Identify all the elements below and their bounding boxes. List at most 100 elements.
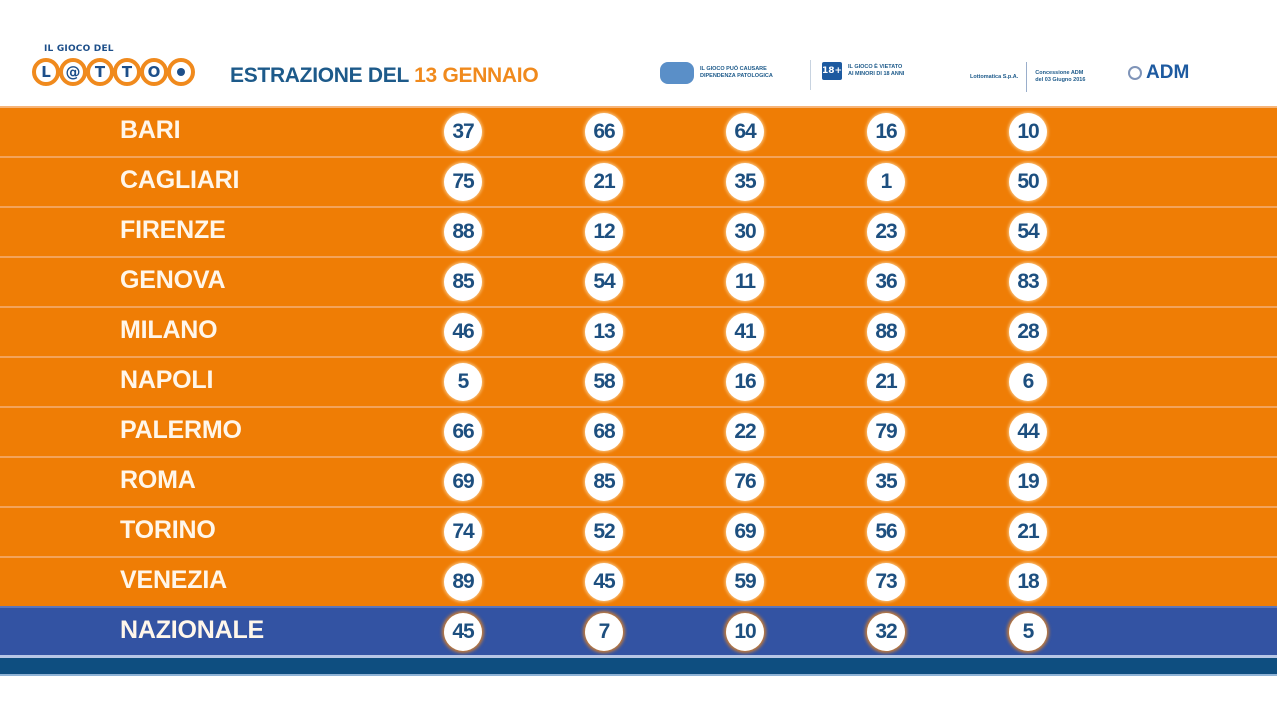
logo-ball-dot xyxy=(167,58,195,86)
number-ball: 89 xyxy=(444,563,482,601)
number-ball: 21 xyxy=(585,163,623,201)
table-row: CAGLIARI 75 21 35 1 50 xyxy=(0,156,1277,206)
table-row: PALERMO 66 68 22 79 44 xyxy=(0,406,1277,456)
city-name: GENOVA xyxy=(120,266,226,294)
number-ball: 18 xyxy=(1009,563,1047,601)
lotto-logo: L @ T T O xyxy=(32,58,195,86)
number-ball: 16 xyxy=(726,363,764,401)
number-ball: 79 xyxy=(867,413,905,451)
warning-line: AI MINORI DI 18 ANNI xyxy=(848,71,905,77)
table-row-nazionale: NAZIONALE 45 7 10 32 5 xyxy=(0,606,1277,656)
city-name: NAZIONALE xyxy=(120,616,265,644)
number-ball: 54 xyxy=(1009,213,1047,251)
concession-line: Concessione ADM xyxy=(1035,70,1084,76)
table-row: VENEZIA 89 45 59 73 18 xyxy=(0,556,1277,606)
number-ball: 85 xyxy=(444,263,482,301)
divider xyxy=(810,60,811,90)
number-ball: 16 xyxy=(867,113,905,151)
number-ball: 5 xyxy=(444,363,482,401)
concession-line: del 03 Giugno 2016 xyxy=(1035,77,1086,83)
number-ball: 85 xyxy=(585,463,623,501)
logo-ball: @ xyxy=(59,58,87,86)
table-row: GENOVA 85 54 11 36 83 xyxy=(0,256,1277,306)
number-ball: 66 xyxy=(585,113,623,151)
number-ball: 7 xyxy=(585,613,623,651)
page-title: ESTRAZIONE DEL 13 GENNAIO xyxy=(230,64,539,88)
number-ball: 64 xyxy=(726,113,764,151)
number-ball: 23 xyxy=(867,213,905,251)
table-row: BARI 37 66 64 16 10 xyxy=(0,106,1277,156)
number-ball: 68 xyxy=(585,413,623,451)
title-date: 13 GENNAIO xyxy=(414,64,539,87)
number-ball: 69 xyxy=(726,513,764,551)
city-name: FIRENZE xyxy=(120,216,226,244)
city-name: PALERMO xyxy=(120,416,242,444)
number-ball: 10 xyxy=(1009,113,1047,151)
table-row: FIRENZE 88 12 30 23 54 xyxy=(0,206,1277,256)
age-18-icon: 18+ xyxy=(822,62,842,80)
table-row: TORINO 74 52 69 56 21 xyxy=(0,506,1277,556)
warning-line: IL GIOCO PUÒ CAUSARE xyxy=(700,66,767,72)
city-name: MILANO xyxy=(120,316,218,344)
number-ball: 41 xyxy=(726,313,764,351)
table-row: MILANO 46 13 41 88 28 xyxy=(0,306,1277,356)
table-row: NAPOLI 5 58 16 21 6 xyxy=(0,356,1277,406)
number-ball: 58 xyxy=(585,363,623,401)
number-ball: 50 xyxy=(1009,163,1047,201)
number-ball: 45 xyxy=(444,613,482,651)
seal-icon xyxy=(1128,66,1142,80)
minors-warning: 18+ IL GIOCO È VIETATO AI MINORI DI 18 A… xyxy=(822,62,904,80)
number-ball: 44 xyxy=(1009,413,1047,451)
number-ball: 32 xyxy=(867,613,905,651)
number-ball: 35 xyxy=(867,463,905,501)
divider xyxy=(1026,62,1028,92)
number-ball: 30 xyxy=(726,213,764,251)
number-ball: 74 xyxy=(444,513,482,551)
addiction-warning: IL GIOCO PUÒ CAUSARE DIPENDENZA PATOLOGI… xyxy=(660,62,773,84)
number-ball: 83 xyxy=(1009,263,1047,301)
number-ball: 76 xyxy=(726,463,764,501)
results-table: BARI 37 66 64 16 10 CAGLIARI 75 21 35 1 … xyxy=(0,106,1277,656)
number-ball: 69 xyxy=(444,463,482,501)
dot-icon xyxy=(177,68,185,76)
number-ball: 11 xyxy=(726,263,764,301)
number-ball: 37 xyxy=(444,113,482,151)
number-ball: 75 xyxy=(444,163,482,201)
number-ball: 13 xyxy=(585,313,623,351)
city-name: NAPOLI xyxy=(120,366,214,394)
number-ball: 59 xyxy=(726,563,764,601)
footer-bar xyxy=(0,658,1277,676)
header: IL GIOCO DEL L @ T T O ESTRAZIONE DEL 13… xyxy=(0,0,1277,106)
wheel-icon xyxy=(660,62,694,84)
logo-caption: IL GIOCO DEL xyxy=(44,44,114,54)
number-ball: 73 xyxy=(867,563,905,601)
warning-line: IL GIOCO È VIETATO xyxy=(848,64,903,70)
city-name: TORINO xyxy=(120,516,216,544)
table-row: ROMA 69 85 76 35 19 xyxy=(0,456,1277,506)
number-ball: 45 xyxy=(585,563,623,601)
number-ball: 46 xyxy=(444,313,482,351)
logo-ball: L xyxy=(32,58,60,86)
footer-divider xyxy=(0,655,1277,658)
number-ball: 36 xyxy=(867,263,905,301)
warning-line: DIPENDENZA PATOLOGICA xyxy=(700,73,773,79)
adm-text: ADM xyxy=(1146,62,1190,83)
number-ball: 6 xyxy=(1009,363,1047,401)
city-name: BARI xyxy=(120,116,181,144)
logo-ball: T xyxy=(86,58,114,86)
number-ball: 21 xyxy=(1009,513,1047,551)
city-name: ROMA xyxy=(120,466,196,494)
number-ball: 10 xyxy=(726,613,764,651)
number-ball: 12 xyxy=(585,213,623,251)
operator-name: Lottomatica S.p.A. xyxy=(970,73,1019,80)
number-ball: 66 xyxy=(444,413,482,451)
logo-ball: O xyxy=(140,58,168,86)
city-name: CAGLIARI xyxy=(120,166,240,194)
logo-ball: T xyxy=(113,58,141,86)
number-ball: 28 xyxy=(1009,313,1047,351)
number-ball: 88 xyxy=(444,213,482,251)
city-name: VENEZIA xyxy=(120,566,227,594)
number-ball: 54 xyxy=(585,263,623,301)
concession-info: Lottomatica S.p.A. Concessione ADM del 0… xyxy=(970,62,1085,92)
adm-logo: ADM xyxy=(1128,62,1189,84)
